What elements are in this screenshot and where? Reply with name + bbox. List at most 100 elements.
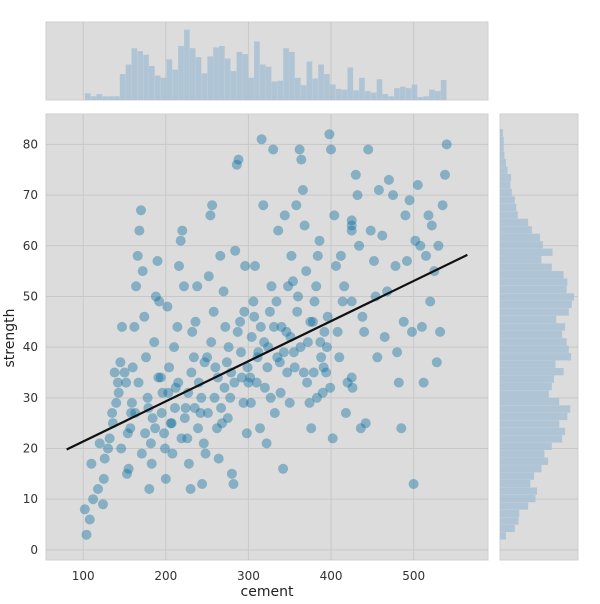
scatter-point <box>404 195 415 206</box>
scatter-point <box>189 403 200 413</box>
scatter-point <box>233 154 244 165</box>
scatter-point <box>319 326 330 337</box>
histogram-bar <box>500 136 504 144</box>
histogram-bar <box>500 129 503 137</box>
scatter-point <box>322 311 333 322</box>
histogram-bar <box>114 96 120 100</box>
scatter-point <box>248 296 259 307</box>
x-tick-label: 500 <box>402 569 425 583</box>
scatter-point <box>137 266 148 277</box>
regression-line <box>66 253 468 451</box>
scatter-point <box>329 210 340 221</box>
scatter-point <box>219 382 230 393</box>
histogram-bar <box>242 54 249 100</box>
histogram-bar <box>500 256 542 264</box>
scatter-point <box>240 261 251 271</box>
scatter-point <box>113 387 124 398</box>
scatter-point <box>418 377 429 388</box>
histogram-bar <box>423 96 429 100</box>
scatter-point <box>221 357 232 368</box>
scatter-point <box>331 261 341 271</box>
histogram-bar <box>500 166 508 174</box>
scatter-point <box>131 281 142 292</box>
scatter-point <box>279 210 290 221</box>
scatter-point <box>157 387 168 398</box>
scatter-point <box>441 139 452 150</box>
histogram-bar <box>178 45 184 100</box>
histogram-bar <box>500 271 564 279</box>
histogram-bar <box>195 57 202 100</box>
histogram-bar <box>500 308 569 316</box>
histogram-bar <box>312 78 319 100</box>
scatter-point <box>205 210 216 221</box>
scatter-point <box>388 190 398 201</box>
histogram-bar <box>435 91 441 100</box>
scatter-point <box>266 281 277 292</box>
scatter-point <box>350 169 361 180</box>
scatter-point <box>152 256 163 266</box>
scatter-point <box>335 250 346 261</box>
scatter-point <box>149 337 160 348</box>
scatter-point <box>162 301 173 312</box>
histogram-bar <box>500 151 505 159</box>
scatter-point <box>150 291 161 302</box>
histogram-bar <box>500 532 506 540</box>
scatter-point <box>425 296 436 307</box>
histogram-bar <box>294 77 301 100</box>
scatter-point <box>98 473 109 484</box>
scatter-point <box>258 200 269 211</box>
scatter-point <box>153 372 164 383</box>
scatter-point <box>163 387 174 398</box>
histogram-bar <box>306 61 313 100</box>
scatter-point <box>125 423 136 434</box>
scatter-point <box>236 372 247 383</box>
scatter-point <box>283 281 294 292</box>
histogram-bar <box>500 412 568 421</box>
histogram-bar <box>353 90 359 100</box>
scatter-point <box>363 144 374 155</box>
scatter-point <box>174 261 184 271</box>
scatter-point <box>318 362 329 373</box>
histogram-bar <box>500 382 552 391</box>
scatter-point <box>132 250 143 261</box>
scatter-point <box>185 484 196 494</box>
scatter-point <box>155 372 166 383</box>
scatter-point <box>393 377 404 388</box>
histogram-bar <box>500 517 519 525</box>
histogram-bar <box>329 84 336 100</box>
scatter-point <box>111 397 122 408</box>
scatter-point <box>193 423 203 434</box>
scatter-point <box>421 250 431 261</box>
scatter-point <box>426 220 437 231</box>
scatter-point <box>315 337 326 348</box>
scatter-point <box>199 357 210 368</box>
scatter-point <box>160 473 171 484</box>
scatter-point <box>440 169 450 180</box>
histogram-bar <box>283 48 289 100</box>
histogram-bar <box>500 330 563 338</box>
histogram-bar <box>500 457 549 465</box>
scatter-point <box>275 387 286 398</box>
scatter-point <box>326 144 336 155</box>
histogram-bar <box>500 450 545 458</box>
scatter-point <box>142 392 153 403</box>
scatter-point <box>180 403 191 413</box>
scatter-point <box>296 154 307 165</box>
histogram-bar <box>500 323 566 331</box>
histogram-bar <box>254 41 260 100</box>
histogram-bar <box>341 89 348 100</box>
scatter-point <box>112 377 123 388</box>
scatter-point <box>236 347 246 358</box>
scatter-point <box>416 321 427 332</box>
histogram-bar <box>500 472 535 480</box>
scatter-point <box>170 382 181 393</box>
scatter-point <box>311 281 322 292</box>
scatter-point <box>293 291 303 302</box>
scatter-point <box>249 311 260 322</box>
scatter-point <box>294 144 305 155</box>
scatter-point <box>435 326 446 337</box>
scatter-point <box>312 250 323 261</box>
scatter-point <box>288 347 299 358</box>
scatter-point <box>288 276 298 287</box>
histogram-bar <box>500 315 557 324</box>
